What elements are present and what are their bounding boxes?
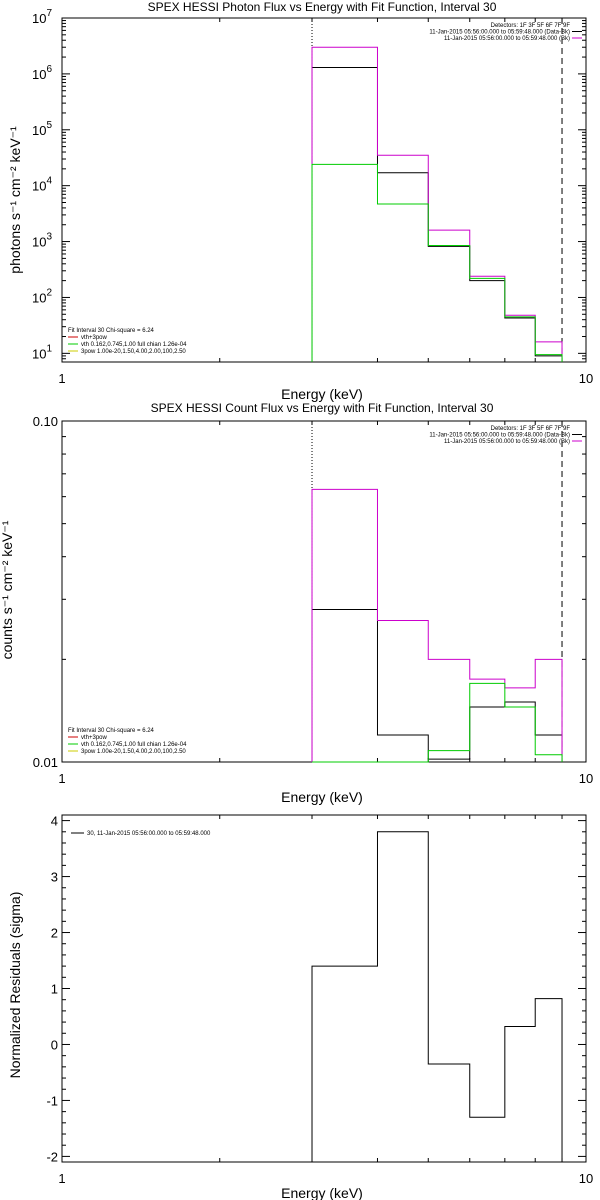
count-flux-series-1-step-line: [311, 488, 563, 762]
residuals-ylabel: Normalized Residuals (sigma): [7, 892, 23, 1079]
photon-flux-title: SPEX HESSI Photon Flux vs Energy with Fi…: [148, 0, 497, 14]
residuals-y-tick-label: 3: [51, 870, 58, 885]
residuals-xlabel: Energy (keV): [281, 1185, 363, 1200]
count-flux-legend-bl-text: vth 0.162,0.745,1.00 full chian 1.26e-04: [81, 742, 187, 748]
photon-flux-ylabel: photons s⁻¹ cm⁻² keV⁻¹: [7, 126, 23, 274]
photon-flux-y-tick-label: 106: [32, 64, 52, 82]
photon-flux-y-tick-label: 102: [32, 287, 52, 305]
photon-flux-x-tick-label: 10: [579, 371, 593, 386]
photon-flux-x-tick-label: 1: [58, 371, 65, 386]
count-flux-legend-tr-text: Detectors: 1F 3F 5F 6F 7F 9F: [491, 426, 571, 432]
photon-flux-xlabel: Energy (keV): [281, 386, 363, 402]
count-flux-legend-bl-header: Fit Interval 30 Chi-square = 6.24: [68, 728, 155, 734]
residuals-plot-frame: [61, 814, 587, 1163]
residuals-y-tick-label: 1: [51, 982, 58, 997]
residuals-y-tick-label: -1: [46, 1093, 58, 1108]
count-flux-ylabel: counts s⁻¹ cm⁻² keV⁻¹: [0, 520, 15, 659]
count-flux-x-tick-label: 1: [58, 771, 65, 786]
photon-flux-series-0-step-line: [311, 67, 563, 362]
photon-flux-y-tick-label: 103: [32, 232, 52, 250]
residuals-y-tick-label: 2: [51, 926, 58, 941]
count-flux-legend-bl-text: vth+3pow: [81, 735, 108, 741]
residuals-x-tick-label: 1: [58, 1171, 65, 1186]
count-flux-plot-frame: [61, 420, 587, 763]
photon-flux-legend-tr-text: 11-Jan-2015 05:56:00.000 to 05:59:48.000…: [444, 36, 570, 42]
photon-flux-y-tick-label: 105: [32, 120, 52, 138]
photon-flux-series-1-step-line: [311, 46, 563, 362]
count-flux-x-tick-label: 10: [579, 771, 593, 786]
photon-flux-panel: SPEX HESSI Photon Flux vs Energy with Fi…: [7, 0, 593, 402]
residuals-legend-tl-text: 30, 11-Jan-2015 05:56:00.000 to 05:59:48…: [87, 831, 211, 837]
count-flux-series-0-step-line: [311, 609, 563, 762]
count-flux-title: SPEX HESSI Count Flux vs Energy with Fit…: [151, 401, 494, 415]
photon-flux-legend-bl-text: vth 0.162,0.745,1.00 full chian 1.26e-04: [81, 342, 187, 348]
count-flux-y-tick-label: 0.10: [33, 414, 58, 429]
photon-flux-legend-tr-text: 11-Jan-2015 05:56:00.000 to 05:59:48.000…: [429, 30, 570, 36]
residuals-y-tick-label: 0: [51, 1037, 58, 1052]
residuals-series-0-step-line: [311, 831, 563, 1162]
count-flux-panel: SPEX HESSI Count Flux vs Energy with Fit…: [0, 401, 593, 805]
photon-flux-legend-bl-text: 3pow 1.00e-20,1.50,4.00,2.00,100,2.50: [81, 349, 186, 355]
residuals-panel: Energy (keV) Normalized Residuals (sigma…: [7, 814, 593, 1200]
count-flux-legend-bl-text: 3pow 1.00e-20,1.50,4.00,2.00,100,2.50: [81, 749, 186, 755]
photon-flux-y-tick-label: 107: [32, 8, 52, 26]
residuals-y-tick-label: -2: [46, 1149, 58, 1164]
photon-flux-legend-bl-header: Fit Interval 30 Chi-square = 6.24: [68, 328, 155, 334]
photon-flux-series-2-step-line: [311, 163, 563, 362]
photon-flux-y-tick-label: 101: [32, 343, 52, 361]
photon-flux-legend-bl-text: vth+3pow: [81, 335, 108, 341]
count-flux-xlabel: Energy (keV): [281, 789, 363, 805]
photon-flux-y-tick-label: 104: [32, 176, 52, 194]
count-flux-series-2-step-line: [312, 682, 563, 763]
count-flux-legend-tr-text: 11-Jan-2015 05:56:00.000 to 05:59:48.000…: [444, 439, 570, 445]
count-flux-legend-tr-text: 11-Jan-2015 05:56:00.000 to 05:59:48.000…: [429, 433, 570, 439]
residuals-x-tick-label: 10: [579, 1171, 593, 1186]
photon-flux-plot-frame: [61, 17, 587, 363]
count-flux-y-tick-label: 0.01: [33, 755, 58, 770]
residuals-y-tick-label: 4: [51, 814, 58, 829]
photon-flux-legend-tr-text: Detectors: 1F 3F 5F 6F 7F 9F: [491, 23, 571, 29]
